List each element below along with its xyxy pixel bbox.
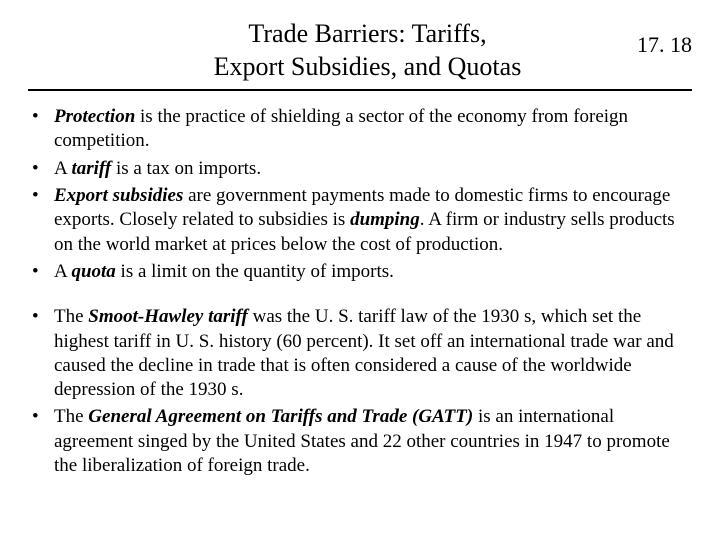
page-number: 17. 18 [637, 18, 692, 58]
bullet-icon: • [28, 260, 54, 284]
bullet-text: Export subsidies are government payments… [54, 184, 692, 257]
bullet-list-a: •Protection is the practice of shielding… [28, 105, 692, 284]
bullet-icon: • [28, 405, 54, 429]
bullet-text: A quota is a limit on the quantity of im… [54, 260, 692, 284]
bullet-text: The General Agreement on Tariffs and Tra… [54, 405, 692, 478]
list-item: •A tariff is a tax on imports. [28, 157, 692, 181]
bullet-text: The Smoot-Hawley tariff was the U. S. ta… [54, 305, 692, 402]
bullet-text: Protection is the practice of shielding … [54, 105, 692, 154]
bullet-icon: • [28, 105, 54, 129]
title-line-1: Trade Barriers: Tariffs, [248, 19, 486, 48]
list-item: •A quota is a limit on the quantity of i… [28, 260, 692, 284]
list-item: •The General Agreement on Tariffs and Tr… [28, 405, 692, 478]
list-item: •Export subsidies are government payment… [28, 184, 692, 257]
slide-header: Trade Barriers: Tariffs, Export Subsidie… [28, 18, 692, 91]
bullet-text: A tariff is a tax on imports. [54, 157, 692, 181]
bullet-icon: • [28, 184, 54, 208]
bullet-icon: • [28, 157, 54, 181]
bullet-icon: • [28, 305, 54, 329]
list-item: •Protection is the practice of shielding… [28, 105, 692, 154]
slide-title: Trade Barriers: Tariffs, Export Subsidie… [28, 18, 637, 83]
title-line-2: Export Subsidies, and Quotas [214, 52, 522, 81]
list-item: •The Smoot-Hawley tariff was the U. S. t… [28, 305, 692, 402]
section-gap [28, 287, 692, 305]
bullet-list-b: •The Smoot-Hawley tariff was the U. S. t… [28, 305, 692, 478]
